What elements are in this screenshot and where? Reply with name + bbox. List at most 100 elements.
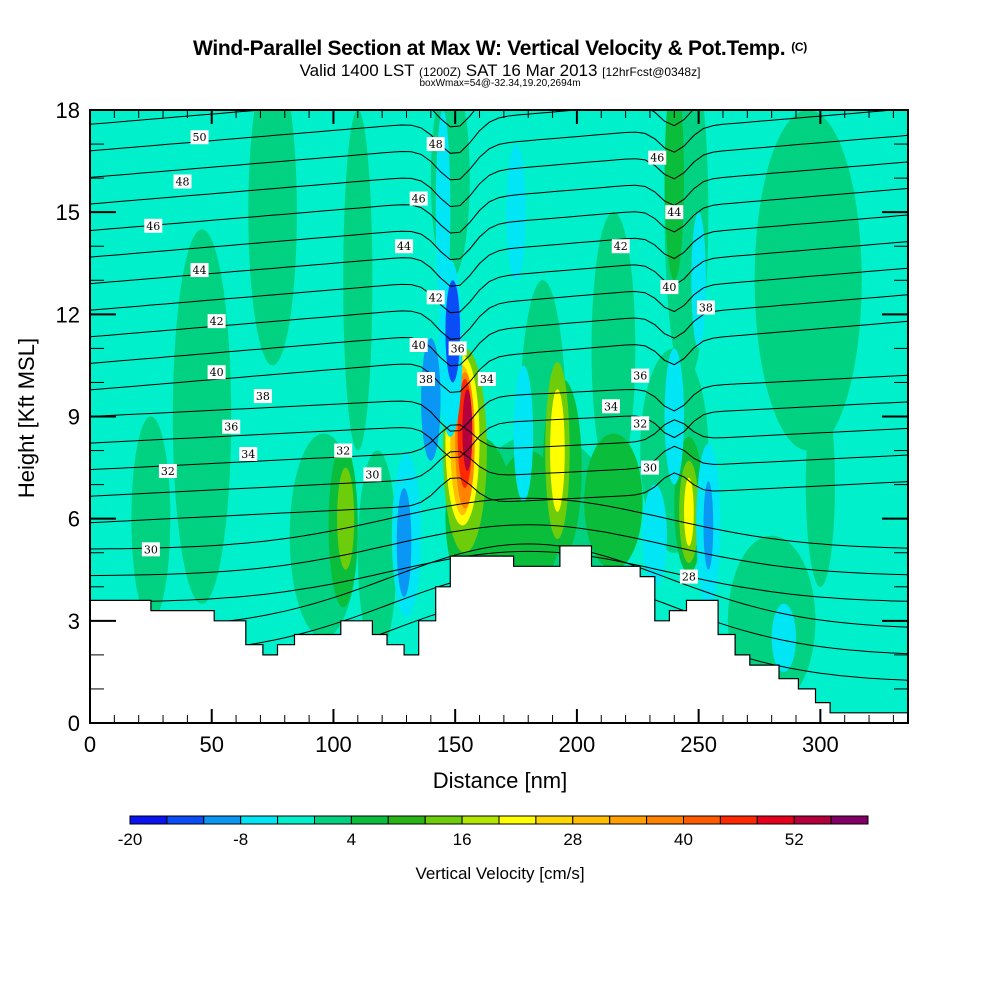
contour-label-text: 36 <box>224 421 238 434</box>
contour-label-text: 48 <box>429 138 443 151</box>
contour-label-bg <box>141 542 160 557</box>
velocity-cell <box>684 477 694 546</box>
contour-label: 48 <box>426 137 445 152</box>
y-axis-label: Height [Kft MSL] <box>14 337 39 499</box>
contour-label: 30 <box>141 542 160 557</box>
contour-label-bg <box>696 300 715 315</box>
contour-label-bg <box>190 263 209 278</box>
contour-label: 32 <box>631 416 650 431</box>
velocity-cell <box>703 481 714 570</box>
colorbar-tick-label: -8 <box>233 830 248 849</box>
colorbar-segment <box>240 815 279 825</box>
contour-label-text: 36 <box>451 342 465 355</box>
contour-label-bg <box>207 314 226 329</box>
contour-label: 34 <box>601 399 620 414</box>
velocity-cell <box>642 484 667 587</box>
colorbar-segment <box>609 815 648 825</box>
chart-title: Wind-Parallel Section at Max W: Vertical… <box>0 37 1000 61</box>
contour-label-bg <box>631 416 650 431</box>
contour-label-text: 30 <box>144 543 158 556</box>
contour-label: 46 <box>144 218 163 233</box>
contour-label-bg <box>158 463 177 478</box>
contour-label-bg <box>334 443 353 458</box>
contour-label: 50 <box>190 130 209 145</box>
contour-label-bg <box>679 569 698 584</box>
y-tick-label: 6 <box>68 507 80 532</box>
theta-contour-line <box>90 110 476 128</box>
contour-label-bg <box>640 460 659 475</box>
y-tick-label: 3 <box>68 609 80 634</box>
contour-label-text: 40 <box>412 339 426 352</box>
contour-label-text: 44 <box>193 264 207 277</box>
terrain-mask <box>89 545 909 724</box>
contour-label-text: 38 <box>699 302 713 315</box>
theta-contour-line <box>90 445 908 497</box>
contour-label-text: 30 <box>365 468 379 481</box>
theta-contour-line <box>90 241 908 314</box>
theta-contour-line <box>90 524 908 577</box>
contour-label-text: 38 <box>419 373 433 386</box>
velocity-cell <box>805 382 835 587</box>
contour-label-text: 32 <box>336 445 350 458</box>
velocity-cell <box>248 110 297 366</box>
x-tick-label: 200 <box>559 732 596 757</box>
contour-label: 44 <box>190 263 209 278</box>
theta-contour-line <box>90 550 908 603</box>
x-tick-label: 150 <box>437 732 474 757</box>
contour-label-bg <box>601 399 620 414</box>
box-info: boxWmax=54@-32.34,19.20,2694m <box>419 78 581 89</box>
contour-label-bg <box>190 130 209 145</box>
contour-label-bg <box>611 239 630 254</box>
velocity-cell <box>584 433 643 570</box>
colorbar-tick-label: -20 <box>118 830 143 849</box>
contour-label-bg <box>665 205 684 220</box>
contour-label-bg <box>144 218 163 233</box>
theta-contour-line <box>90 267 908 340</box>
contour-label: 32 <box>158 463 177 478</box>
colorbar-segment <box>387 815 426 825</box>
velocity-cell <box>513 365 534 502</box>
contour-label-text: 46 <box>412 193 426 206</box>
contour-label-text: 42 <box>429 291 443 304</box>
colorbar-tick-label: 28 <box>563 830 582 849</box>
contour-label: 34 <box>477 372 496 387</box>
contour-label-text: 46 <box>650 152 664 165</box>
contour-label-text: 48 <box>176 176 190 189</box>
colorbar-segment <box>719 815 758 825</box>
contour-label: 30 <box>640 460 659 475</box>
forecast-info: [12hrFcst@0348z] <box>602 65 701 79</box>
chart-subtitle: Valid 1400 LST (1200Z) SAT 16 Mar 2013 [… <box>0 61 1000 81</box>
colorbar-segment <box>756 815 795 825</box>
theta-contour-line <box>90 401 908 459</box>
colorbar-segment <box>166 815 205 825</box>
colorbar-segment <box>424 815 463 825</box>
theta-contour-line <box>90 110 900 181</box>
valid-time: Valid 1400 LST <box>299 61 415 80</box>
colorbar-segment <box>535 815 574 825</box>
x-tick-label: 0 <box>84 732 96 757</box>
colorbar-title: Vertical Velocity [cm/s] <box>415 864 585 883</box>
x-tick-label: 300 <box>802 732 839 757</box>
valid-utc: (1200Z) <box>419 65 462 79</box>
contour-label-text: 38 <box>256 390 270 403</box>
velocity-cell <box>445 280 461 383</box>
contour-label: 40 <box>207 365 226 380</box>
contour-label-text: 50 <box>193 131 207 144</box>
theta-contour-line <box>90 29 908 100</box>
contour-label: 32 <box>334 443 353 458</box>
x-axis-label: Distance [nm] <box>432 768 568 793</box>
velocity-cell <box>771 603 797 672</box>
contour-label-bg <box>409 337 428 352</box>
contour-label: 46 <box>409 191 428 206</box>
y-tick-label: 15 <box>56 200 80 225</box>
colorbar-segment <box>646 815 684 825</box>
contour-label-text: 34 <box>241 448 255 461</box>
contour-label-text: 36 <box>633 370 647 383</box>
colorbar-tick-label: 40 <box>674 830 693 849</box>
valid-date: SAT 16 Mar 2013 <box>465 61 598 80</box>
contour-label: 42 <box>426 290 445 305</box>
theta-contour-line <box>90 294 908 367</box>
velocity-cell <box>754 110 862 451</box>
colorbar-segment <box>572 815 611 825</box>
